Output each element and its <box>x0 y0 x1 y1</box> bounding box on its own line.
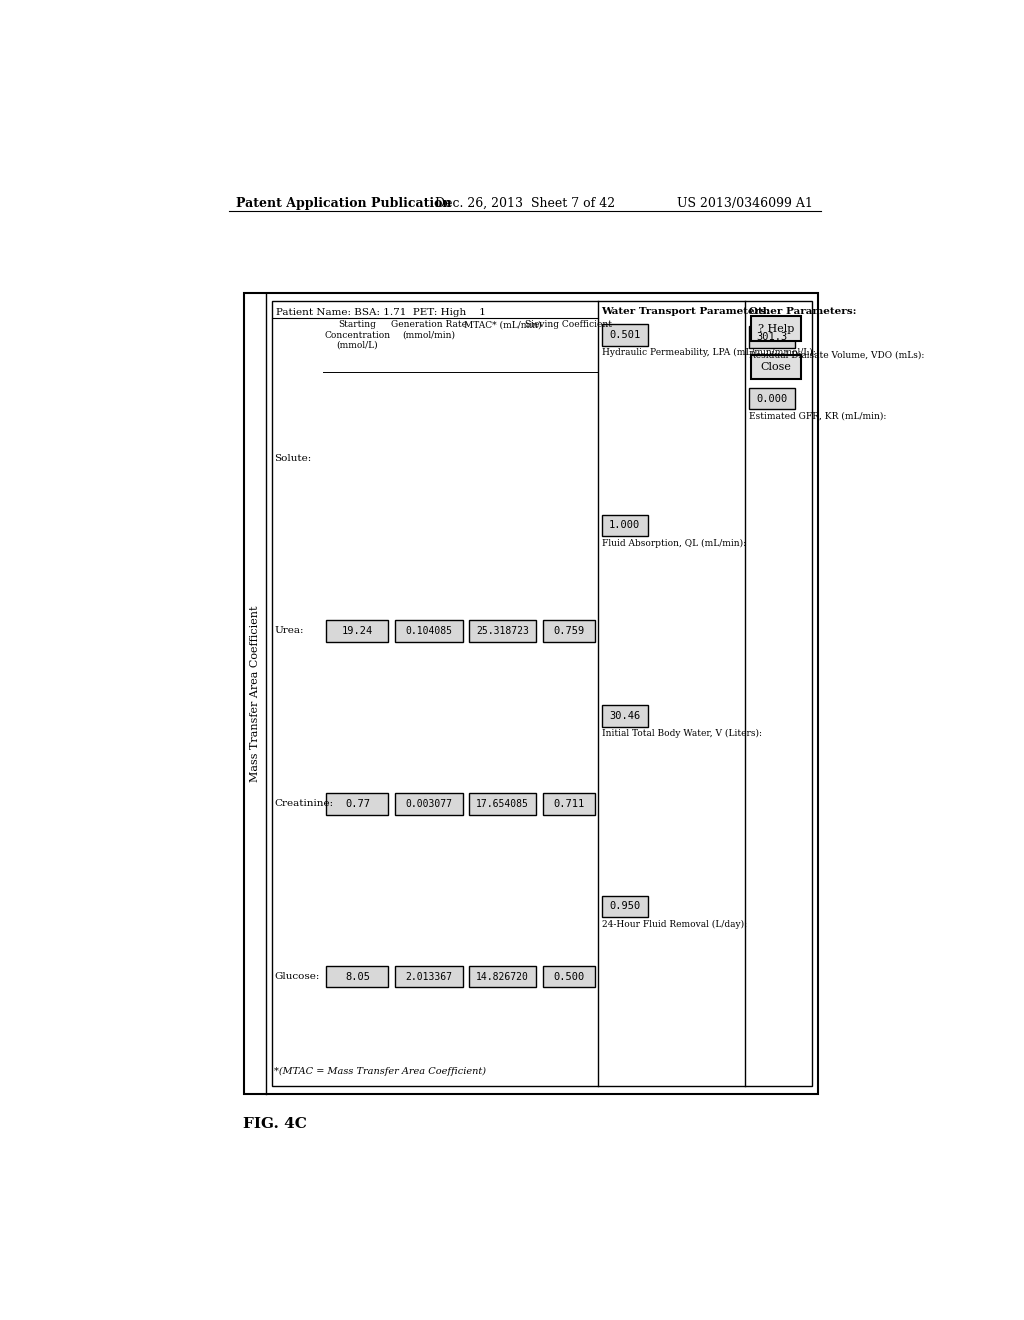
Text: 0.501: 0.501 <box>609 330 640 339</box>
Text: Mass Transfer Area Coefficient: Mass Transfer Area Coefficient <box>250 606 260 781</box>
Text: 0.000: 0.000 <box>757 393 787 404</box>
Text: 0.500: 0.500 <box>553 972 585 982</box>
Bar <box>601 705 648 726</box>
Text: 25.318723: 25.318723 <box>476 626 529 636</box>
Bar <box>601 896 648 917</box>
Text: Hydraulic Permeability, LPA (mL/min/mmol/L):: Hydraulic Permeability, LPA (mL/min/mmol… <box>601 348 815 356</box>
Text: 0.77: 0.77 <box>345 799 370 809</box>
Text: 30.46: 30.46 <box>609 711 640 721</box>
Text: 0.711: 0.711 <box>553 799 585 809</box>
Bar <box>469 966 537 987</box>
Text: Fluid Absorption, QL (mL/min):: Fluid Absorption, QL (mL/min): <box>601 539 745 548</box>
Text: Sieving Coefficient: Sieving Coefficient <box>525 321 612 329</box>
Bar <box>395 793 463 814</box>
Text: MTAC* (mL/min): MTAC* (mL/min) <box>464 321 542 329</box>
Text: 301.3: 301.3 <box>757 333 787 342</box>
Bar <box>543 620 595 642</box>
Text: Glucose:: Glucose: <box>274 973 319 981</box>
Text: 14.826720: 14.826720 <box>476 972 529 982</box>
Text: US 2013/0346099 A1: US 2013/0346099 A1 <box>677 197 813 210</box>
Text: Patient Name: BSA: 1.71  PET: High    1: Patient Name: BSA: 1.71 PET: High 1 <box>276 308 486 317</box>
Bar <box>751 317 802 341</box>
Text: FIG. 4C: FIG. 4C <box>243 1117 306 1131</box>
Text: Water Transport Parameters:: Water Transport Parameters: <box>601 308 770 315</box>
Bar <box>327 620 388 642</box>
Text: Other Parameters:: Other Parameters: <box>749 308 856 315</box>
Bar <box>601 323 648 346</box>
Text: Generation Rate
(mmol/min): Generation Rate (mmol/min) <box>391 321 467 339</box>
Bar <box>469 620 537 642</box>
Bar <box>749 326 796 348</box>
Text: 1.000: 1.000 <box>609 520 640 531</box>
Text: Residual Dialsate Volume, VDO (mLs):: Residual Dialsate Volume, VDO (mLs): <box>749 350 924 359</box>
Text: Solute:: Solute: <box>274 454 311 462</box>
Text: 0.950: 0.950 <box>609 902 640 911</box>
Text: ? Help: ? Help <box>758 323 795 334</box>
Bar <box>601 515 648 536</box>
Bar <box>543 966 595 987</box>
Text: 17.654085: 17.654085 <box>476 799 529 809</box>
Text: Initial Total Body Water, V (Liters):: Initial Total Body Water, V (Liters): <box>601 729 762 738</box>
Text: 0.104085: 0.104085 <box>406 626 453 636</box>
Bar <box>245 293 818 1094</box>
Text: 0.003077: 0.003077 <box>406 799 453 809</box>
Text: Patent Application Publication: Patent Application Publication <box>237 197 452 210</box>
Text: 24-Hour Fluid Removal (L/day):: 24-Hour Fluid Removal (L/day): <box>601 920 746 929</box>
Bar <box>395 966 463 987</box>
Bar <box>327 793 388 814</box>
Bar <box>272 301 812 1086</box>
Text: Creatinine:: Creatinine: <box>274 800 334 808</box>
Text: 0.759: 0.759 <box>553 626 585 636</box>
Text: *(MTAC = Mass Transfer Area Coefficient): *(MTAC = Mass Transfer Area Coefficient) <box>274 1067 486 1076</box>
Bar <box>327 966 388 987</box>
Bar <box>749 388 796 409</box>
Text: 19.24: 19.24 <box>342 626 373 636</box>
Bar <box>751 355 802 379</box>
Text: 8.05: 8.05 <box>345 972 370 982</box>
Text: Estimated GFR, KR (mL/min):: Estimated GFR, KR (mL/min): <box>749 412 886 421</box>
Text: Urea:: Urea: <box>274 627 304 635</box>
Text: Starting
Concentration
(mmol/L): Starting Concentration (mmol/L) <box>325 321 390 350</box>
Text: Dec. 26, 2013  Sheet 7 of 42: Dec. 26, 2013 Sheet 7 of 42 <box>435 197 614 210</box>
Bar <box>395 620 463 642</box>
Bar <box>543 793 595 814</box>
Bar <box>469 793 537 814</box>
Text: 2.013367: 2.013367 <box>406 972 453 982</box>
Text: Close: Close <box>761 362 792 372</box>
